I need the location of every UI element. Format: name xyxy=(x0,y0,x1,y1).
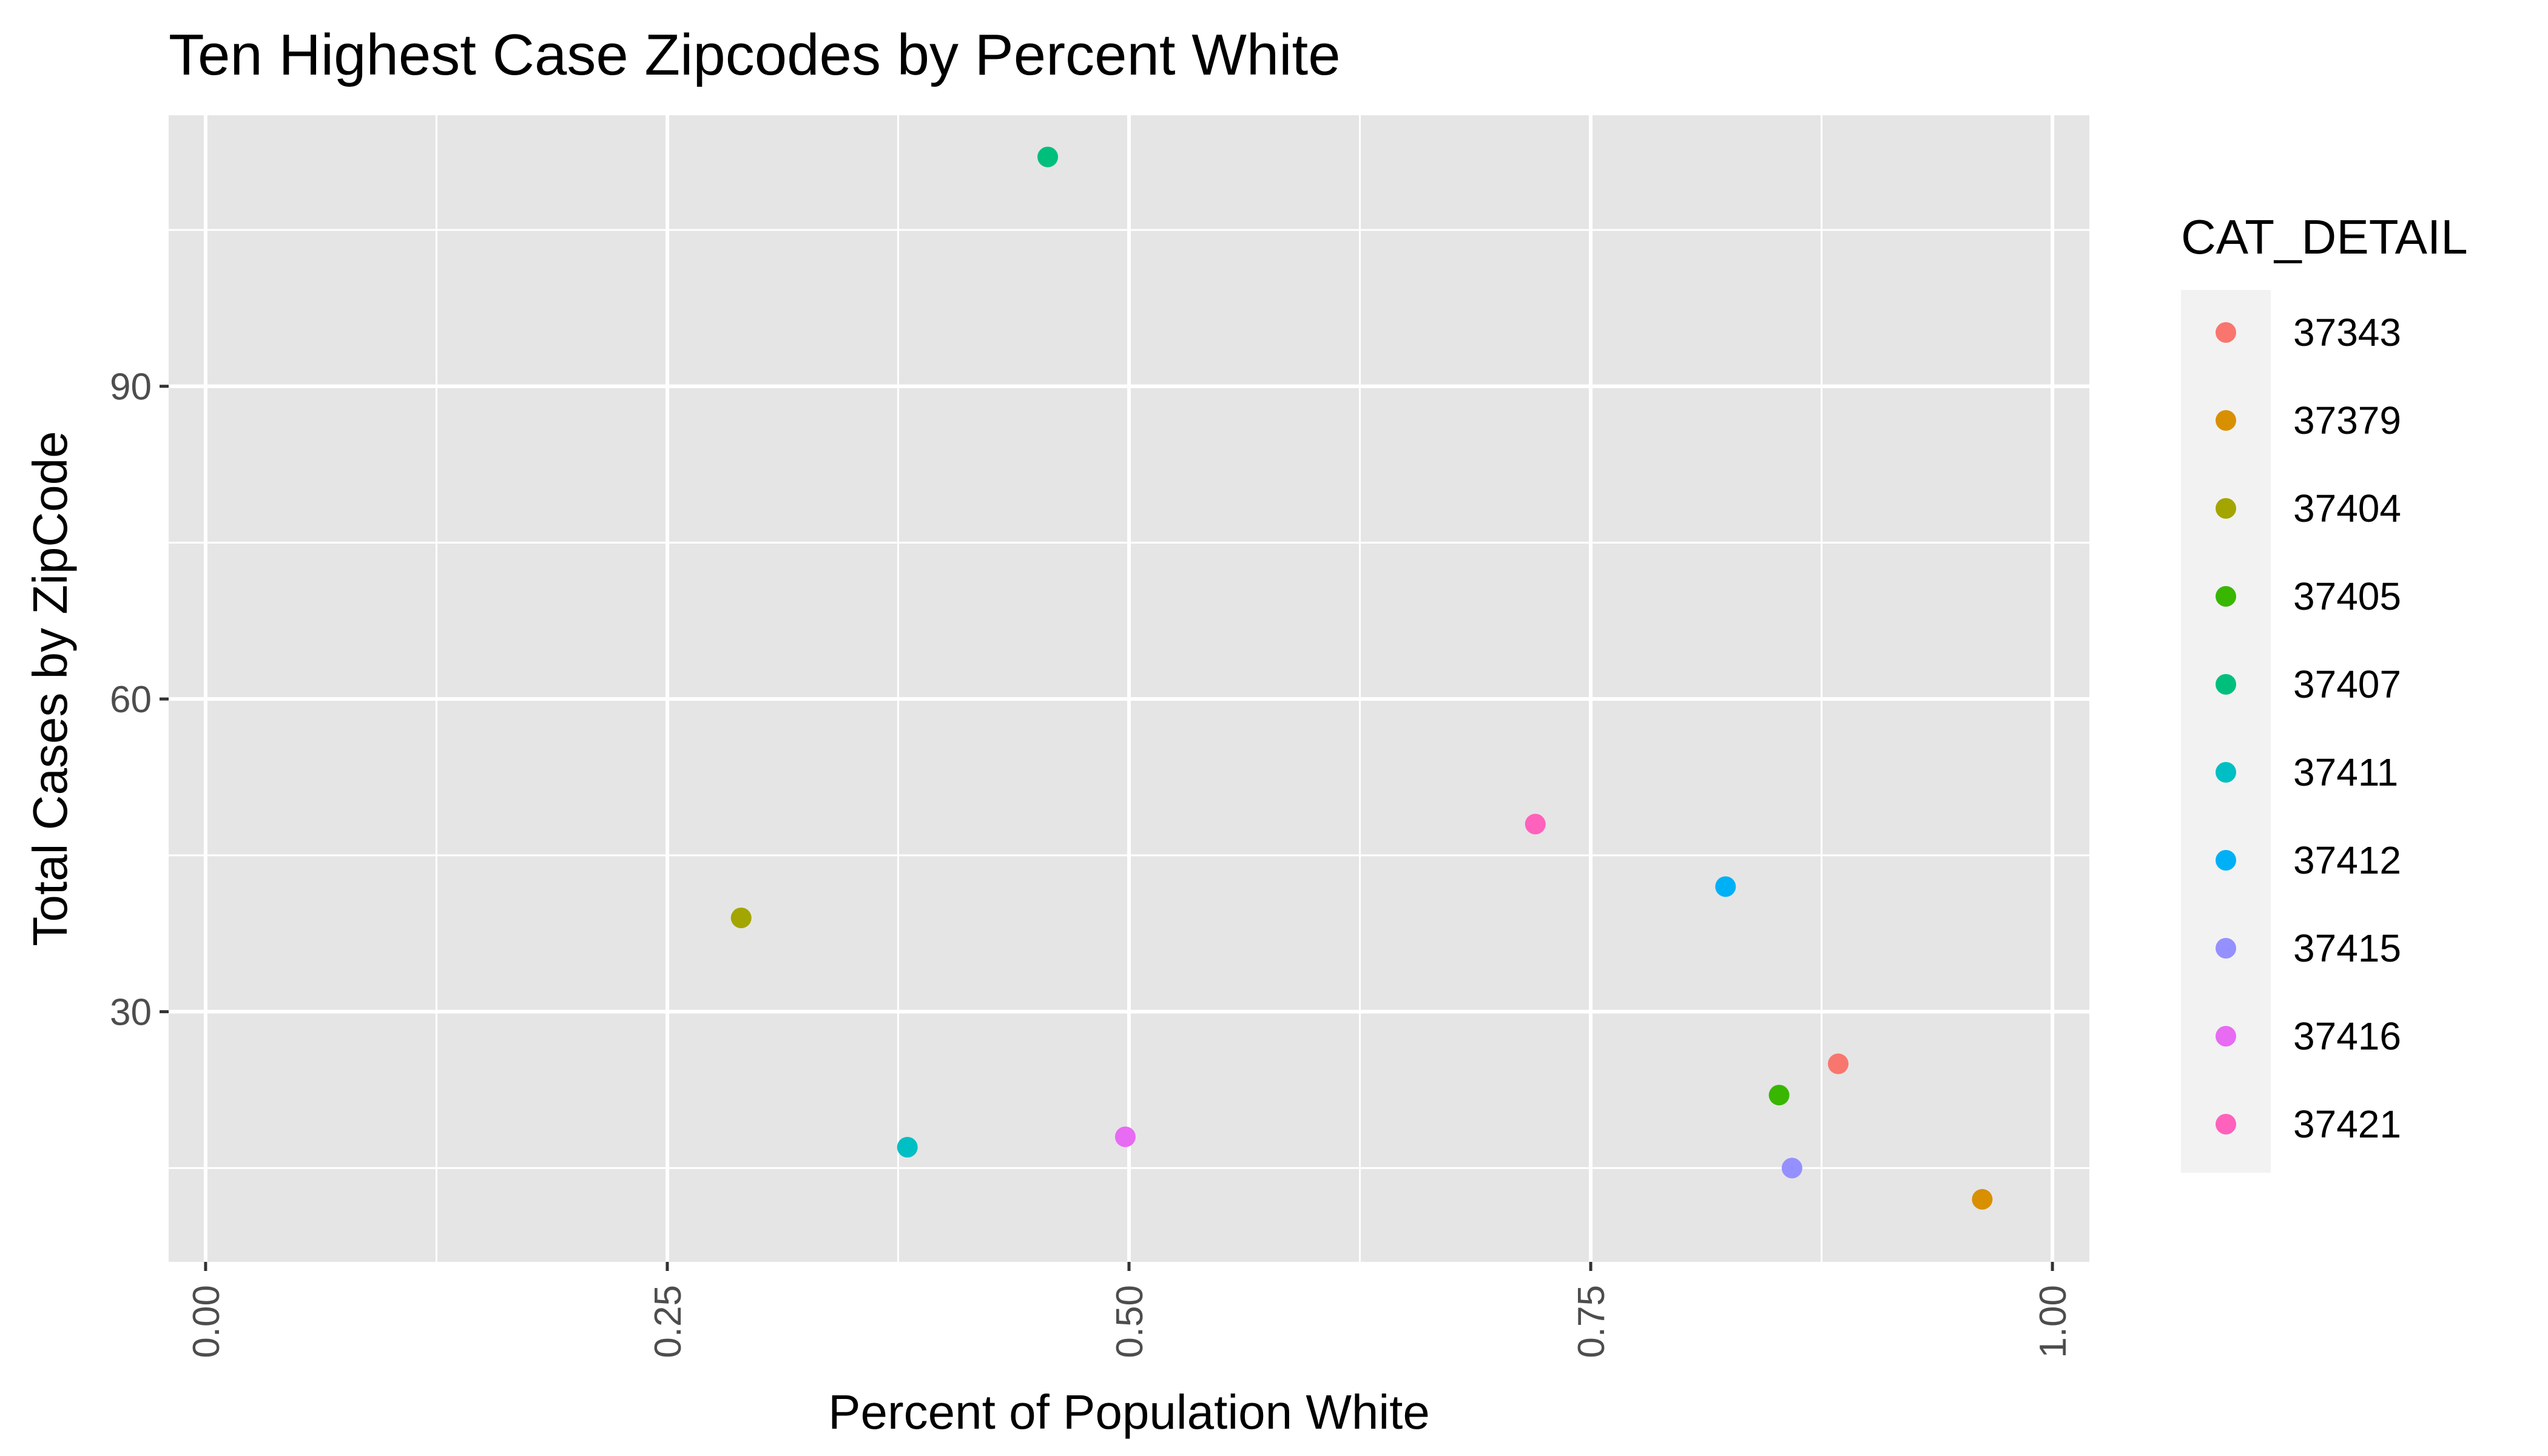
point-37404 xyxy=(730,908,752,928)
x-tick-label: 0.50 xyxy=(1109,1285,1151,1358)
legend-key-37405 xyxy=(2216,586,2236,607)
point-37421 xyxy=(1525,814,1546,835)
legend-key-37411 xyxy=(2216,762,2236,783)
point-37412 xyxy=(1715,876,1736,897)
legend-label-37405: 37405 xyxy=(2293,575,2401,618)
major-gridlines xyxy=(169,115,2089,1262)
legend-key-37407 xyxy=(2216,674,2236,695)
y-tick-label: 90 xyxy=(110,366,152,408)
legend-key-37404 xyxy=(2216,498,2236,519)
point-37411 xyxy=(897,1137,918,1158)
legend-key-37421 xyxy=(2216,1114,2236,1134)
legend-key-background xyxy=(2181,290,2271,1173)
legend-label-37379: 37379 xyxy=(2293,399,2401,442)
point-37415 xyxy=(1781,1158,1802,1179)
legend-key-37343 xyxy=(2216,322,2236,343)
x-axis-title: Percent of Population White xyxy=(828,1385,1430,1439)
legend-label-37416: 37416 xyxy=(2293,1014,2401,1058)
legend-key-37415 xyxy=(2216,938,2236,959)
x-tick-label: 1.00 xyxy=(2032,1285,2074,1358)
legend-items: 37343 37379 37404 37405 37407 37411 37412 37415… xyxy=(2216,311,2401,1146)
legend-key-37412 xyxy=(2216,850,2236,871)
legend: CAT_DETAIL 37343 37379 37404 37405 37407 3741… xyxy=(2181,210,2468,1173)
data-points xyxy=(730,146,1993,1210)
axis-ticks: 0.00 0.25 0.50 0.75 1.00 30 60 90 xyxy=(110,366,2074,1358)
legend-label-37343: 37343 xyxy=(2293,311,2401,354)
point-37379 xyxy=(1972,1188,1993,1210)
legend-key-37379 xyxy=(2216,410,2236,431)
x-tick-label: 0.75 xyxy=(1571,1285,1613,1358)
point-37343 xyxy=(1827,1053,1849,1074)
chart-title: Ten Highest Case Zipcodes by Percent Whi… xyxy=(169,22,1341,87)
legend-label-37412: 37412 xyxy=(2293,838,2401,882)
y-tick-label: 30 xyxy=(110,992,152,1034)
y-axis-title: Total Cases by ZipCode xyxy=(23,431,77,946)
point-37405 xyxy=(1768,1085,1790,1106)
legend-label-37421: 37421 xyxy=(2293,1102,2401,1146)
legend-label-37407: 37407 xyxy=(2293,662,2401,706)
legend-label-37415: 37415 xyxy=(2293,926,2401,970)
y-tick-label: 60 xyxy=(110,679,152,721)
point-37407 xyxy=(1037,146,1059,167)
legend-label-37404: 37404 xyxy=(2293,487,2401,530)
x-tick-label: 0.00 xyxy=(186,1285,228,1358)
point-37416 xyxy=(1114,1126,1136,1147)
legend-label-37411: 37411 xyxy=(2293,750,2398,794)
legend-title: CAT_DETAIL xyxy=(2181,210,2468,264)
legend-key-37416 xyxy=(2216,1026,2236,1046)
x-tick-label: 0.25 xyxy=(647,1285,689,1358)
